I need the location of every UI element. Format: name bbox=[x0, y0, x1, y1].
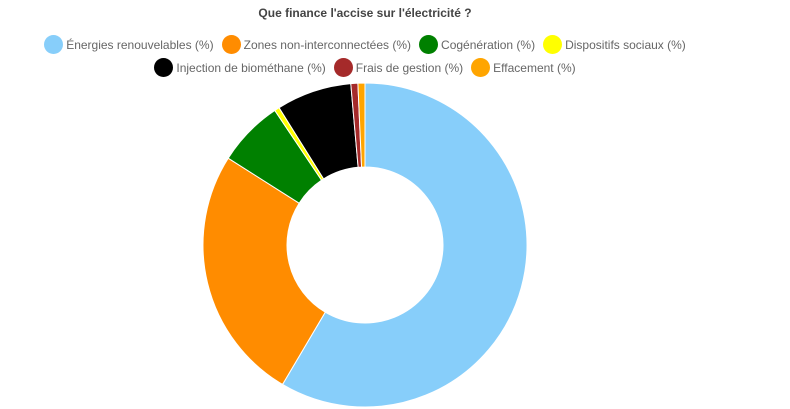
legend-row-2: Injection de biométhane (%) Frais de ges… bbox=[0, 58, 730, 77]
legend-item-injection-biomethane[interactable]: Injection de biométhane (%) bbox=[154, 58, 326, 77]
legend-swatch bbox=[44, 35, 64, 54]
legend-label: Dispositifs sociaux (%) bbox=[565, 37, 686, 52]
legend-item-effacement[interactable]: Effacement (%) bbox=[471, 58, 576, 77]
legend-swatch bbox=[154, 58, 174, 77]
legend-item-dispositifs-sociaux[interactable]: Dispositifs sociaux (%) bbox=[543, 35, 686, 54]
legend-item-cogeneration[interactable]: Cogénération (%) bbox=[419, 35, 535, 54]
legend-swatch bbox=[471, 58, 491, 77]
legend-row-1: Énergies renouvelables (%) Zones non-int… bbox=[0, 35, 730, 54]
legend-item-zones-non-interconnectees[interactable]: Zones non-interconnectées (%) bbox=[221, 35, 412, 54]
legend-item-frais-de-gestion[interactable]: Frais de gestion (%) bbox=[333, 58, 464, 77]
donut-slice-1[interactable] bbox=[202, 157, 326, 386]
legend-swatch bbox=[221, 35, 241, 54]
donut-slice-6[interactable] bbox=[357, 82, 366, 168]
legend-label: Injection de biométhane (%) bbox=[176, 60, 326, 75]
chart-title: Que finance l'accise sur l'électricité ? bbox=[258, 6, 472, 20]
legend-label: Énergies renouvelables (%) bbox=[66, 37, 214, 52]
legend-swatch bbox=[543, 35, 563, 54]
donut-slice-0[interactable] bbox=[281, 82, 528, 408]
legend-swatch bbox=[419, 35, 439, 54]
legend-item-energies-renouvelables[interactable]: Énergies renouvelables (%) bbox=[44, 35, 214, 54]
legend-label: Frais de gestion (%) bbox=[355, 60, 464, 75]
legend-label: Cogénération (%) bbox=[441, 37, 536, 52]
legend-label: Zones non-interconnectées (%) bbox=[243, 37, 412, 52]
legend-swatch bbox=[333, 58, 353, 77]
legend-label: Effacement (%) bbox=[493, 60, 576, 75]
